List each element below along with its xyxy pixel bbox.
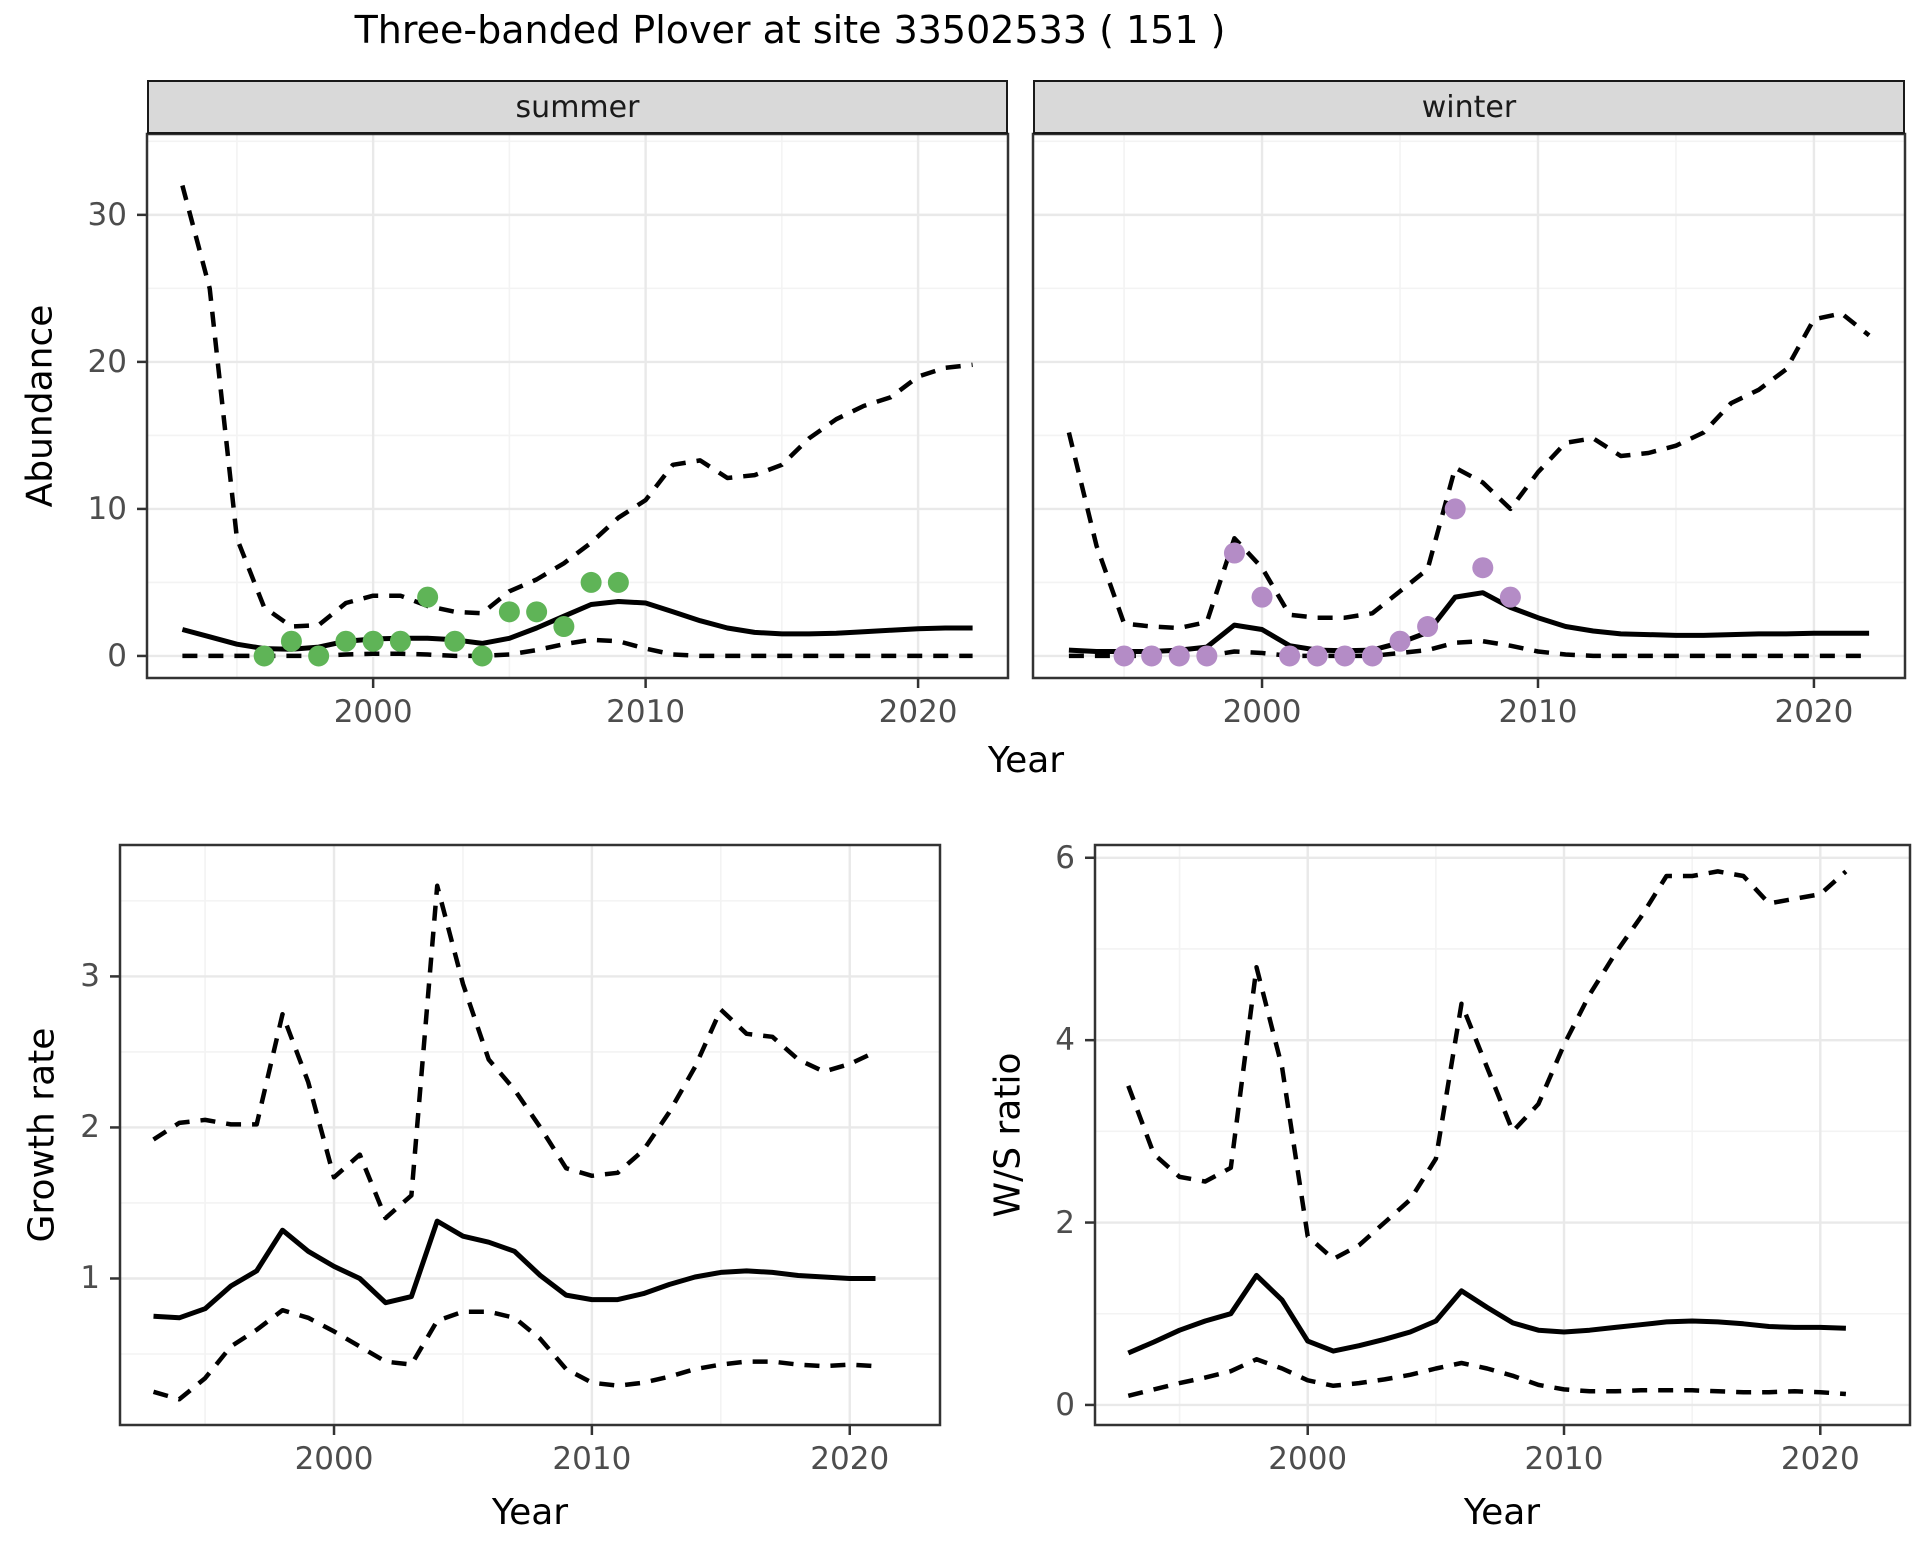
abundance-summer-x-tick-label: 2020: [878, 694, 958, 730]
abundance-summer-panel: [147, 134, 1008, 678]
abundance-winter-upper_ci-line: [1066, 311, 1871, 631]
panel-border: [1093, 843, 1912, 1427]
abundance-summer-observed-point: [335, 630, 357, 652]
abundance-summer-y-tick-label: 10: [87, 490, 127, 527]
abundance-winter-observed-point: [1472, 557, 1494, 579]
abundance-winter-observed-point: [1334, 645, 1356, 667]
abundance-summer-observed-point: [553, 616, 575, 638]
panel-border: [145, 132, 1010, 680]
growth-rate-y-tick-label: 1: [80, 1260, 100, 1297]
abundance-winter-x-tick-label: 2010: [1498, 694, 1578, 730]
abundance-summer-observed-point: [417, 586, 439, 608]
ws-ratio-x-tick-label: 2020: [1780, 1441, 1860, 1477]
abundance-winter-observed-point: [1141, 645, 1163, 667]
abundance-summer-upper_ci-line: [180, 184, 973, 629]
abundance-winter-observed-point: [1417, 616, 1439, 638]
ws-ratio-y-tick-label: 4: [1055, 1022, 1075, 1059]
growth-rate-x-tick-label: 2000: [294, 1441, 374, 1477]
panel-border: [118, 843, 942, 1427]
abundance-winter-observed-point: [1306, 645, 1328, 667]
abundance-winter-observed-point: [1499, 586, 1521, 608]
abundance-summer-y-tick-label: 20: [87, 343, 127, 380]
abundance-summer-observed-point: [308, 645, 330, 667]
ws-ratio-y-tick-label: 6: [1055, 839, 1075, 876]
abundance-winter-x-tick-label: 2020: [1774, 694, 1854, 730]
ws-ratio-lower_ci-line: [1127, 1357, 1847, 1398]
abundance-summer-observed-point: [526, 601, 548, 623]
facet-strip-summer: summer: [147, 80, 1008, 134]
growth-rate-median-line: [153, 1218, 876, 1321]
abundance-winter-observed-point: [1251, 586, 1273, 608]
abundance-winter-observed-point: [1223, 542, 1245, 564]
growth-rate-panel: [120, 845, 940, 1425]
ws-ratio-x-tick-label: 2010: [1524, 1441, 1604, 1477]
abundance-summer-y-tick-label: 0: [107, 637, 127, 674]
ws-ratio-y-tick-label: 0: [1055, 1386, 1075, 1423]
panel-background: [1095, 845, 1910, 1425]
panel-border: [1031, 132, 1907, 680]
ws-ratio-axis-title: W/S ratio: [987, 1052, 1029, 1218]
abundance-summer-observed-point: [444, 630, 466, 652]
abundance-summer-observed-point: [362, 630, 384, 652]
abundance-summer-observed-point: [580, 571, 602, 593]
facet-strip-winter-label: winter: [1421, 89, 1517, 125]
abundance-summer-observed-point: [471, 645, 493, 667]
year-axis-title-top: Year: [987, 740, 1065, 781]
abundance-winter-observed-point: [1279, 645, 1301, 667]
facet-strip-winter: winter: [1033, 80, 1905, 134]
abundance-winter-observed-point: [1196, 645, 1218, 667]
abundance-summer-x-tick-label: 2010: [606, 694, 686, 730]
ws-ratio-y-tick-label: 2: [1055, 1204, 1075, 1241]
facet-strip-summer-label: summer: [515, 89, 640, 125]
abundance-winter-observed-point: [1444, 498, 1466, 520]
abundance-summer-observed-point: [253, 645, 275, 667]
ws-ratio-panel: [1095, 845, 1910, 1425]
abundance-summer-y-tick-label: 30: [87, 196, 127, 233]
abundance-winter-observed-point: [1113, 645, 1135, 667]
growth-rate-x-tick-label: 2020: [810, 1441, 890, 1477]
figure-title: Three-banded Plover at site 33502533 ( 1…: [354, 8, 1226, 52]
year-axis-title-bottom-left: Year: [491, 1492, 569, 1533]
abundance-winter-observed-point: [1361, 645, 1383, 667]
abundance-summer-x-tick-label: 2000: [333, 694, 413, 730]
abundance-winter-observed-point: [1389, 630, 1411, 652]
abundance-winter-panel: [1033, 134, 1905, 678]
growth-rate-upper_ci-line: [152, 883, 877, 1221]
ws-ratio-x-tick-label: 2000: [1268, 1441, 1348, 1477]
abundance-axis-title: Abundance: [19, 304, 61, 508]
growth-rate-x-tick-label: 2010: [552, 1441, 632, 1477]
abundance-summer-observed-point: [389, 630, 411, 652]
abundance-summer-observed-point: [498, 601, 520, 623]
growth-rate-y-tick-label: 2: [80, 1109, 100, 1146]
abundance-summer-observed-point: [607, 571, 629, 593]
growth-rate-y-tick-label: 3: [80, 958, 100, 995]
panel-background: [1033, 134, 1905, 678]
abundance-summer-observed-point: [280, 630, 302, 652]
ws-ratio-median-line: [1127, 1272, 1846, 1356]
growth-rate-lower_ci-line: [152, 1307, 876, 1402]
year-axis-title-bottom-right: Year: [1463, 1492, 1541, 1533]
abundance-winter-x-tick-label: 2000: [1222, 694, 1302, 730]
ws-ratio-upper_ci-line: [1126, 869, 1848, 1262]
abundance-winter-observed-point: [1168, 645, 1190, 667]
